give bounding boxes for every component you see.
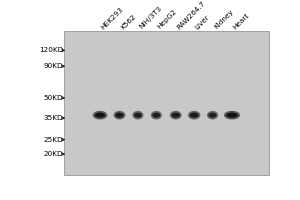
Text: Liver: Liver xyxy=(194,13,211,30)
Ellipse shape xyxy=(151,111,162,120)
Ellipse shape xyxy=(224,111,240,120)
Ellipse shape xyxy=(95,113,105,118)
Text: 90KD: 90KD xyxy=(44,63,63,69)
Ellipse shape xyxy=(226,113,238,118)
Text: NIH/3T3: NIH/3T3 xyxy=(138,5,163,30)
Ellipse shape xyxy=(132,111,143,120)
Text: Kidney: Kidney xyxy=(213,9,234,30)
Text: HepG2: HepG2 xyxy=(156,8,178,30)
Text: HEK293: HEK293 xyxy=(100,6,124,30)
Ellipse shape xyxy=(93,111,107,120)
Text: 50KD: 50KD xyxy=(44,95,63,101)
Text: 25KD: 25KD xyxy=(44,137,63,143)
Ellipse shape xyxy=(188,111,200,120)
Bar xyxy=(64,31,269,175)
Ellipse shape xyxy=(190,113,199,118)
Text: K562: K562 xyxy=(119,13,137,30)
Ellipse shape xyxy=(114,111,125,120)
Ellipse shape xyxy=(170,111,182,120)
Text: RAW264.7: RAW264.7 xyxy=(176,0,206,30)
Text: Heart: Heart xyxy=(232,12,250,30)
Text: 35KD: 35KD xyxy=(44,115,63,121)
Ellipse shape xyxy=(207,111,218,120)
Text: 20KD: 20KD xyxy=(44,151,63,157)
Ellipse shape xyxy=(115,113,124,118)
Ellipse shape xyxy=(134,113,142,118)
Text: 120KD: 120KD xyxy=(39,47,63,53)
Ellipse shape xyxy=(172,113,180,118)
Ellipse shape xyxy=(152,113,160,118)
Ellipse shape xyxy=(208,113,217,118)
